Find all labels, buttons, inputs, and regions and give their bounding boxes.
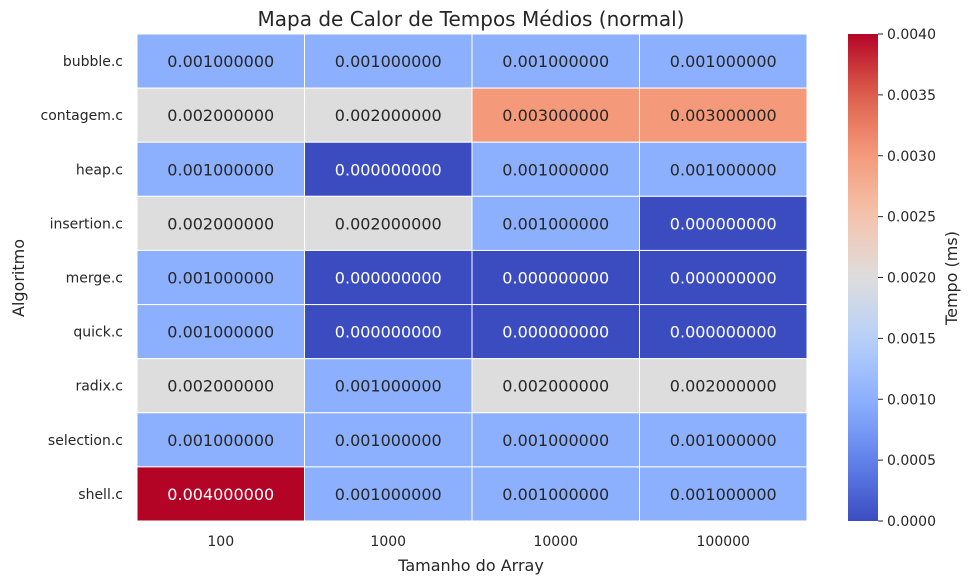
heatmap-cell	[639, 304, 808, 360]
heatmap-cell	[639, 358, 808, 414]
heatmap-cell	[136, 87, 305, 143]
colorbar-tick-label: 0.0030	[887, 149, 936, 165]
y-tick-label: shell.c	[78, 487, 123, 503]
cell-value-label: 0.001000000	[670, 485, 777, 504]
cell-value-label: 0.001000000	[502, 160, 609, 179]
cell-value-label: 0.000000000	[335, 323, 442, 342]
y-tick-label: selection.c	[48, 433, 123, 449]
chart-title: Mapa de Calor de Tempos Médios (normal)	[258, 7, 685, 31]
colorbar-tick-label: 0.0005	[887, 453, 936, 469]
cell-value-label: 0.000000000	[670, 214, 777, 233]
cell-value-label: 0.001000000	[502, 431, 609, 450]
heatmap-cell	[471, 412, 640, 468]
colorbar: 0.0000 0.0005 0.0010 0.0015 0.0020 0.0025 0.00…	[848, 27, 936, 530]
heatmap-cell	[136, 249, 305, 306]
x-tick-labels: 100 1000 10000 100000	[207, 534, 750, 550]
heatmap-cell	[471, 304, 640, 360]
heatmap-cell	[639, 33, 808, 89]
y-axis-label: Algoritmo	[9, 239, 28, 317]
cell-value-label: 0.001000000	[335, 377, 442, 396]
colorbar-tick-label: 0.0040	[887, 27, 936, 43]
heatmap-cell	[471, 466, 640, 522]
y-tick-label: radix.c	[75, 379, 123, 395]
cell-value-label: 0.001000000	[335, 485, 442, 504]
cell-value-label: 0.000000000	[502, 269, 609, 288]
cell-value-label: 0.001000000	[167, 323, 274, 342]
cell-value-label: 0.000000000	[335, 160, 442, 179]
colorbar-tick-label: 0.0000	[887, 514, 936, 530]
heatmap-cell	[136, 33, 305, 89]
cell-value-label: 0.004000000	[167, 485, 274, 504]
cell-value-label: 0.001000000	[670, 160, 777, 179]
cell-value-label: 0.002000000	[167, 214, 274, 233]
cell-value-label: 0.001000000	[167, 269, 274, 288]
heatmap-cell	[471, 33, 640, 89]
colorbar-tick-label: 0.0025	[887, 210, 936, 226]
x-axis-label: Tamanho do Array	[397, 556, 544, 575]
colorbar-tick-label: 0.0010	[887, 392, 936, 408]
cell-value-label: 0.000000000	[335, 269, 442, 288]
cell-value-label: 0.001000000	[167, 160, 274, 179]
cell-value-label: 0.002000000	[670, 377, 777, 396]
heatmap-cell	[304, 87, 473, 143]
heatmap-cell	[136, 195, 305, 251]
colorbar-label: Tempo (ms)	[942, 231, 961, 326]
heatmap-cell	[639, 195, 808, 251]
cell-value-label: 0.003000000	[502, 106, 609, 125]
cell-value-label: 0.001000000	[167, 431, 274, 450]
x-tick-label: 1000	[370, 534, 406, 550]
y-tick-label: quick.c	[73, 325, 123, 341]
heatmap-cell	[136, 358, 305, 414]
colorbar-tick-label: 0.0035	[887, 88, 936, 104]
y-tick-labels: bubble.c contagem.c heap.c insertion.c merge…	[41, 54, 124, 503]
heatmap-cell	[304, 249, 473, 306]
heatmap-cell	[304, 33, 473, 89]
heatmap-cell	[304, 141, 473, 197]
heatmap-cell	[471, 358, 640, 414]
y-tick-label: merge.c	[66, 271, 123, 287]
y-tick-label: bubble.c	[63, 54, 123, 70]
heatmap-cell	[304, 195, 473, 251]
cell-value-label: 0.002000000	[502, 377, 609, 396]
cell-value-label: 0.000000000	[670, 269, 777, 288]
cell-value-label: 0.000000000	[502, 323, 609, 342]
cell-value-label: 0.002000000	[167, 106, 274, 125]
y-tick-label: contagem.c	[41, 108, 124, 124]
cell-value-label: 0.001000000	[502, 485, 609, 504]
heatmap-cells	[136, 33, 808, 522]
heatmap-cell	[639, 249, 808, 306]
colorbar-tick-label: 0.0020	[887, 271, 936, 287]
cell-value-label: 0.002000000	[335, 106, 442, 125]
cell-value-label: 0.001000000	[670, 52, 777, 71]
heatmap-cell	[471, 249, 640, 306]
cell-value-label: 0.001000000	[167, 52, 274, 71]
cell-annotations: 0.001000000 0.001000000 0.001000000 0.00100…	[167, 52, 776, 504]
heatmap-cell	[639, 87, 808, 143]
cell-value-label: 0.002000000	[167, 377, 274, 396]
cell-value-label: 0.001000000	[502, 214, 609, 233]
cell-value-label: 0.000000000	[670, 323, 777, 342]
heatmap-cell	[136, 412, 305, 468]
y-tick-label: heap.c	[76, 162, 123, 178]
x-tick-label: 100	[207, 534, 234, 550]
cell-value-label: 0.003000000	[670, 106, 777, 125]
heatmap-cell	[304, 304, 473, 360]
y-tick-label: insertion.c	[50, 216, 123, 232]
colorbar-gradient	[848, 34, 878, 521]
colorbar-tick-label: 0.0015	[887, 331, 936, 347]
cell-value-label: 0.001000000	[670, 431, 777, 450]
heatmap-cell	[136, 304, 305, 360]
heatmap-cell	[639, 141, 808, 197]
heatmap-cell	[639, 466, 808, 522]
cell-value-label: 0.001000000	[502, 52, 609, 71]
cell-value-label: 0.001000000	[335, 52, 442, 71]
x-tick-label: 100000	[697, 534, 750, 550]
heatmap-cell	[304, 466, 473, 522]
cell-value-label: 0.002000000	[335, 214, 442, 233]
x-tick-label: 10000	[533, 534, 578, 550]
cell-value-label: 0.001000000	[335, 431, 442, 450]
